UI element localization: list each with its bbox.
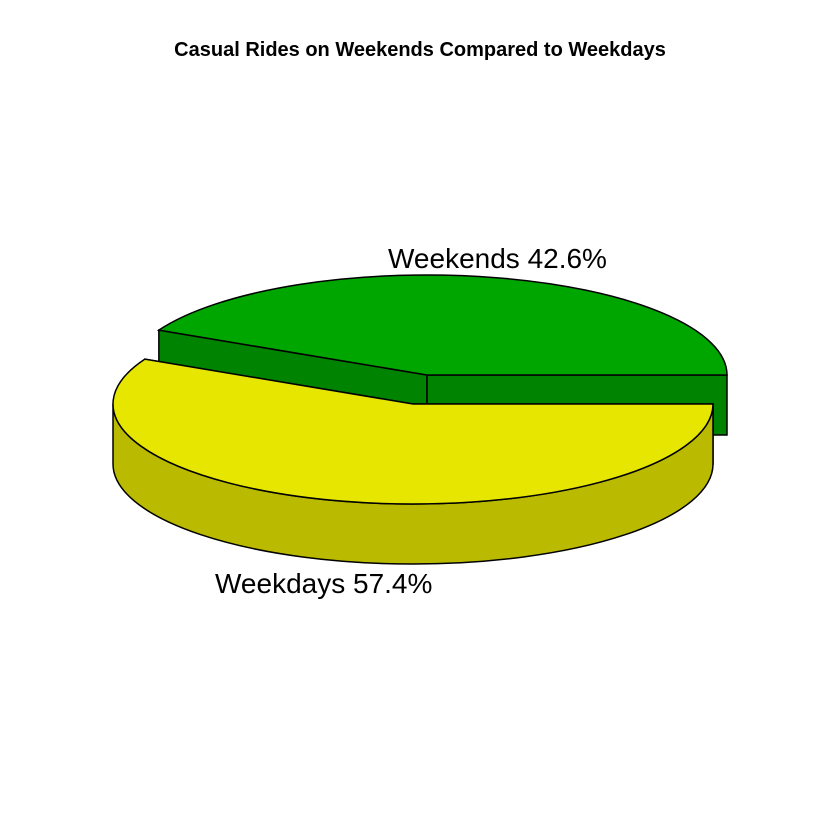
pie-slices	[112, 274, 728, 565]
slice-label-weekends: Weekends 42.6%	[388, 243, 607, 274]
chart-title: Casual Rides on Weekends Compared to Wee…	[174, 39, 666, 61]
slice-weekdays	[112, 358, 714, 565]
slice-label-weekdays: Weekdays 57.4%	[215, 568, 432, 599]
slice-weekends-top	[156, 274, 728, 376]
slice-weekdays-top	[112, 358, 714, 505]
